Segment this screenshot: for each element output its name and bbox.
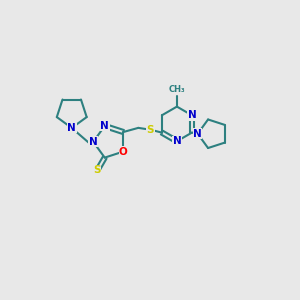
Text: N: N: [172, 136, 181, 146]
Text: S: S: [147, 125, 154, 135]
Text: O: O: [119, 147, 128, 157]
Text: N: N: [188, 110, 196, 120]
Text: S: S: [94, 165, 101, 175]
Text: N: N: [89, 137, 98, 147]
Text: N: N: [193, 129, 202, 139]
Text: CH₃: CH₃: [169, 85, 185, 94]
Text: N: N: [100, 121, 109, 131]
Text: N: N: [68, 123, 76, 133]
